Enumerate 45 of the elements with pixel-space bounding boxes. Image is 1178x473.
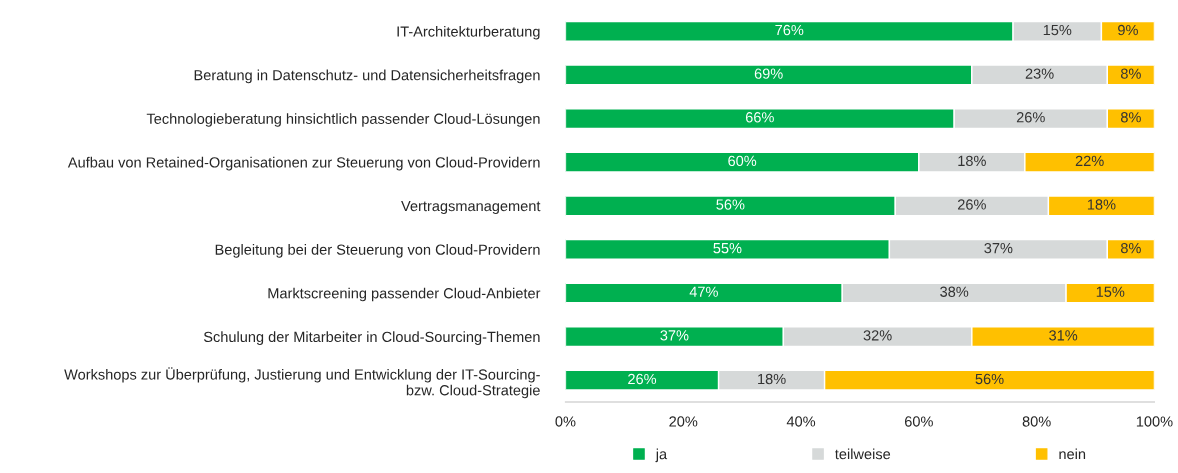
data-label: 8% xyxy=(1120,242,1141,254)
x-tick-label: 40% xyxy=(786,416,816,427)
data-label: 37% xyxy=(984,242,1013,254)
y-tick-label: Technologieberatung hinsichtlich passender Cloud-Lösungen xyxy=(146,113,540,127)
data-label: 26% xyxy=(957,199,986,210)
legend-label: ja xyxy=(655,448,668,463)
x-tick-label: 80% xyxy=(1022,416,1051,427)
data-label: 15% xyxy=(1043,24,1072,36)
data-label: 38% xyxy=(940,286,969,297)
data-label: 56% xyxy=(975,373,1004,385)
data-label: 9% xyxy=(1118,24,1138,36)
data-label: 23% xyxy=(1025,68,1054,79)
data-label: 69% xyxy=(754,68,783,79)
data-label: 32% xyxy=(863,330,892,341)
y-tick-label: Workshops zur Überprüfung, Justierung und Entwicklung der IT-Sourcing- bzw. Cloud-Strategie xyxy=(64,367,540,399)
data-label: 18% xyxy=(1087,199,1116,210)
data-label: 55% xyxy=(713,243,742,254)
x-tick-label: 100% xyxy=(1136,416,1173,427)
legend-label: teilweise xyxy=(835,448,891,460)
y-tick-label: Vertragsmanagement xyxy=(401,201,541,215)
data-label: 31% xyxy=(1049,330,1078,341)
y-tick-label: IT-Architekturberatung xyxy=(397,25,540,40)
y-tick-label: Aufbau von Retained-Organisationen zur Steuerung von Cloud-Providern xyxy=(67,156,540,171)
data-label: 47% xyxy=(689,286,718,297)
x-tick-label: 0% xyxy=(555,416,576,427)
data-label: 76% xyxy=(775,24,804,36)
y-tick-label: Schulung der Mitarbeiter in Cloud-Sourcing-Themen xyxy=(203,331,540,345)
data-label: 66% xyxy=(745,112,774,123)
data-label: 22% xyxy=(1075,155,1104,166)
data-label: 26% xyxy=(1016,112,1045,123)
data-label: 8% xyxy=(1120,68,1141,79)
data-label: 60% xyxy=(728,155,757,167)
data-label: 18% xyxy=(958,155,986,167)
y-tick-label: Marktscreening passender Cloud-Anbieter xyxy=(268,287,541,302)
data-label: 56% xyxy=(716,199,745,210)
legend-label: nein xyxy=(1059,448,1086,460)
data-label: 18% xyxy=(758,373,786,385)
x-tick-label: 20% xyxy=(669,416,698,427)
data-label: 37% xyxy=(660,330,689,341)
x-tick-label: 60% xyxy=(904,416,933,427)
y-tick-label: Begleitung bei der Steuerung von Cloud-Providern xyxy=(215,244,540,258)
data-label: 8% xyxy=(1120,112,1141,123)
data-label: 15% xyxy=(1096,286,1125,297)
data-label: 26% xyxy=(628,373,657,385)
y-tick-label: Beratung in Datenschutz- und Datensicherheitsfragen xyxy=(194,69,540,84)
